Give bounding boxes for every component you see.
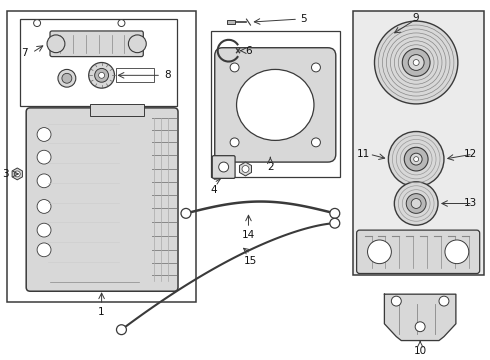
Text: 10: 10 [414, 346, 427, 356]
Circle shape [219, 162, 229, 172]
Bar [90, 104, 144, 116]
Circle shape [414, 157, 418, 162]
Text: 15: 15 [244, 256, 257, 266]
Circle shape [128, 35, 146, 53]
Circle shape [374, 21, 458, 104]
Circle shape [37, 243, 51, 257]
Bar [20, 19, 177, 106]
Circle shape [37, 223, 51, 237]
Circle shape [62, 73, 72, 83]
Circle shape [117, 325, 126, 335]
FancyBboxPatch shape [215, 48, 336, 162]
FancyBboxPatch shape [50, 31, 143, 57]
Circle shape [410, 153, 422, 165]
Circle shape [413, 59, 419, 66]
Circle shape [415, 322, 425, 332]
Text: 11: 11 [357, 149, 370, 159]
Circle shape [445, 240, 469, 264]
FancyBboxPatch shape [357, 230, 480, 274]
Polygon shape [385, 294, 456, 341]
Bar [227, 20, 235, 24]
Circle shape [330, 208, 340, 218]
Circle shape [37, 174, 51, 188]
Text: 5: 5 [300, 14, 307, 24]
Bar [211, 31, 340, 177]
Bar [7, 11, 196, 302]
Circle shape [402, 49, 430, 76]
Circle shape [404, 147, 428, 171]
Circle shape [47, 35, 65, 53]
FancyBboxPatch shape [26, 108, 178, 291]
Circle shape [95, 68, 109, 82]
Text: 4: 4 [210, 185, 217, 195]
Circle shape [330, 218, 340, 228]
Text: 3: 3 [2, 169, 9, 179]
Bar [353, 11, 484, 275]
Circle shape [392, 296, 401, 306]
Circle shape [89, 63, 115, 88]
FancyBboxPatch shape [212, 156, 235, 178]
Circle shape [394, 182, 438, 225]
Circle shape [58, 69, 76, 87]
Circle shape [312, 63, 320, 72]
Text: 1: 1 [98, 307, 105, 317]
Circle shape [406, 194, 426, 213]
Ellipse shape [237, 69, 314, 140]
Circle shape [98, 72, 104, 78]
Circle shape [439, 296, 449, 306]
Circle shape [37, 127, 51, 141]
Text: 9: 9 [413, 13, 419, 23]
Circle shape [242, 166, 249, 172]
Text: 2: 2 [267, 162, 273, 172]
Circle shape [118, 20, 125, 27]
Circle shape [230, 138, 239, 147]
Circle shape [181, 208, 191, 218]
Text: 12: 12 [464, 149, 477, 159]
Circle shape [312, 138, 320, 147]
Circle shape [411, 199, 421, 208]
Text: 8: 8 [164, 70, 171, 80]
Text: 13: 13 [464, 198, 477, 208]
Circle shape [408, 55, 424, 71]
Circle shape [37, 150, 51, 164]
Circle shape [230, 63, 239, 72]
Circle shape [34, 20, 41, 27]
Text: 6: 6 [245, 46, 252, 56]
Circle shape [37, 199, 51, 213]
Text: 14: 14 [242, 230, 255, 240]
Circle shape [368, 240, 392, 264]
Circle shape [14, 171, 20, 177]
Circle shape [389, 131, 444, 187]
Bar [117, 68, 154, 82]
Text: 7: 7 [21, 48, 27, 58]
